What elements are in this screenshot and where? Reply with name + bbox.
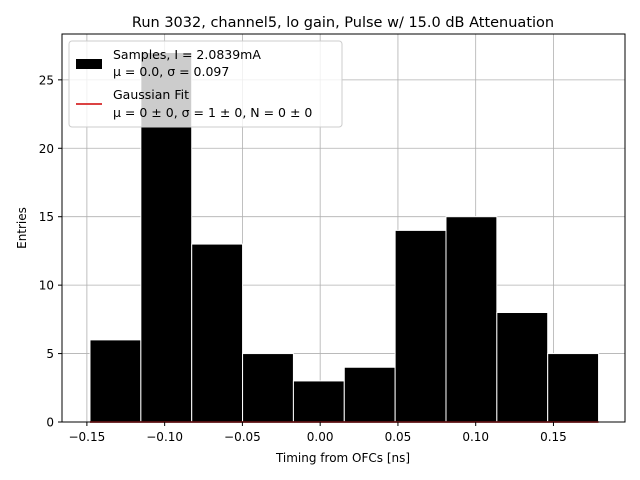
legend-samples-label: Samples, I = 2.0839mA <box>113 47 261 62</box>
y-axis-ticks: 0 5 10 15 20 25 <box>39 73 62 430</box>
y-tick-label: 25 <box>39 73 54 87</box>
histogram-bar <box>445 216 498 423</box>
y-tick-label: 20 <box>39 142 54 156</box>
histogram-bar <box>496 312 549 423</box>
x-tick-label: −0.05 <box>224 430 261 444</box>
histogram-bars <box>89 51 600 423</box>
histogram-bar <box>343 366 396 423</box>
histogram-bar <box>242 353 294 423</box>
x-tick-label: 0.15 <box>540 430 567 444</box>
histogram-bar <box>292 380 345 423</box>
histogram-bar <box>89 339 142 423</box>
x-tick-label: 0.05 <box>385 430 412 444</box>
x-tick-label: 0.00 <box>307 430 334 444</box>
histogram-bar <box>394 229 447 423</box>
legend-fit-params: μ = 0 ± 0, σ = 1 ± 0, N = 0 ± 0 <box>113 105 312 120</box>
y-axis-label: Entries <box>15 207 29 249</box>
x-tick-label: 0.10 <box>462 430 489 444</box>
legend-fit-label: Gaussian Fit <box>113 87 189 102</box>
histogram-bar <box>547 353 600 423</box>
x-tick-label: −0.10 <box>146 430 183 444</box>
y-tick-label: 0 <box>46 416 54 430</box>
x-tick-label: −0.15 <box>68 430 105 444</box>
y-tick-label: 10 <box>39 279 54 293</box>
legend-samples-patch <box>76 59 102 69</box>
y-tick-label: 15 <box>39 210 54 224</box>
legend-box <box>68 40 343 128</box>
x-axis-label: Timing from OFCs [ns] <box>275 451 410 465</box>
chart-title: Run 3032, channel5, lo gain, Pulse w/ 15… <box>132 15 554 31</box>
x-axis-ticks: −0.15 −0.10 −0.05 0.00 0.05 0.10 0.15 <box>68 422 567 444</box>
legend: Samples, I = 2.0839mA μ = 0.0, σ = 0.097… <box>68 40 343 128</box>
legend-samples-stats: μ = 0.0, σ = 0.097 <box>113 64 229 79</box>
y-tick-label: 5 <box>46 347 54 361</box>
histogram-bar <box>191 243 244 423</box>
axes-frame <box>61 33 626 423</box>
